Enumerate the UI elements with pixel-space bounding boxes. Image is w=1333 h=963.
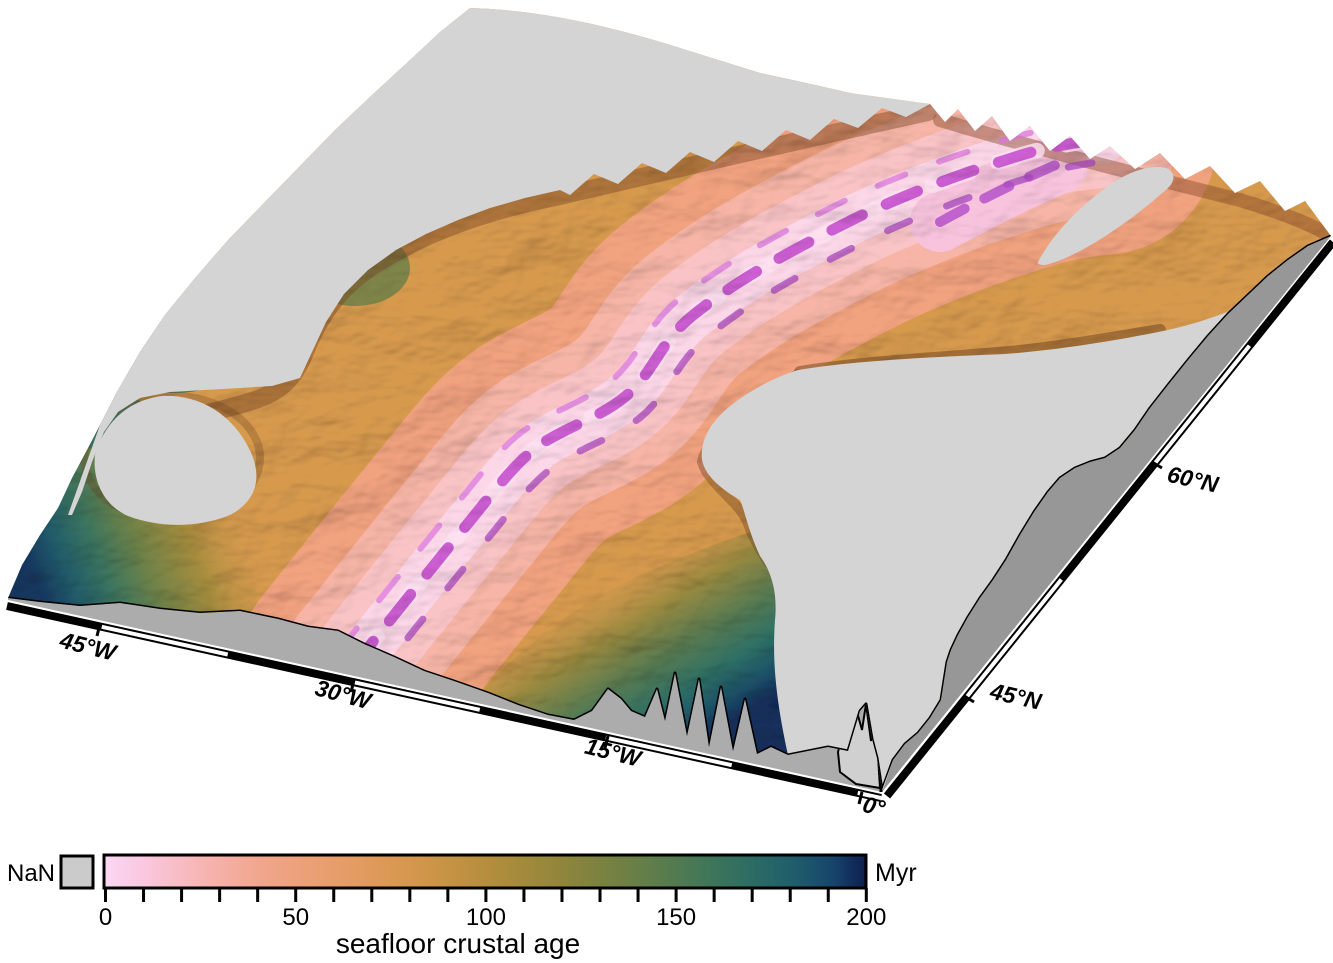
x-tick-label-0: 0° <box>860 791 888 822</box>
landmass-europe-shelf <box>701 236 1331 790</box>
landmass-greenland <box>68 8 930 515</box>
y-axis-band <box>883 239 1333 799</box>
colorbar: NaN 0 50 100 150 200 Myr seafloor crusta… <box>7 853 917 959</box>
axis-ticks <box>95 460 1163 805</box>
right-wall <box>882 236 1331 792</box>
left-wall <box>8 598 882 792</box>
colorbar-gradient-bar <box>102 853 868 890</box>
landmass-flemish-cap <box>94 395 257 525</box>
y-tick-label-60n: 60°N <box>1165 461 1221 498</box>
x-axis-band-white <box>6 604 882 800</box>
x-tick-label-15w: 15°W <box>582 733 645 772</box>
colorbar-tick-50: 50 <box>282 904 309 931</box>
colorbar-title: seafloor crustal age <box>336 928 580 959</box>
colorbar-nan-label: NaN <box>7 860 55 887</box>
y-tick-label-45n: 45°N <box>987 678 1044 715</box>
colorbar-tick-0: 0 <box>99 904 112 931</box>
colorbar-tick-100: 100 <box>466 904 506 931</box>
colorbar-nan-swatch <box>59 854 95 890</box>
x-tick-label-30w: 30°W <box>312 674 376 714</box>
landmass-iceland <box>1037 166 1174 265</box>
nan-regions <box>68 8 1331 790</box>
ridge-axis-lineations <box>335 121 1122 692</box>
colorbar-tick-200: 200 <box>846 904 886 931</box>
colorbar-ticks <box>104 888 868 902</box>
colorbar-unit-label: Myr <box>875 859 917 887</box>
colorbar-tick-150: 150 <box>656 904 696 931</box>
